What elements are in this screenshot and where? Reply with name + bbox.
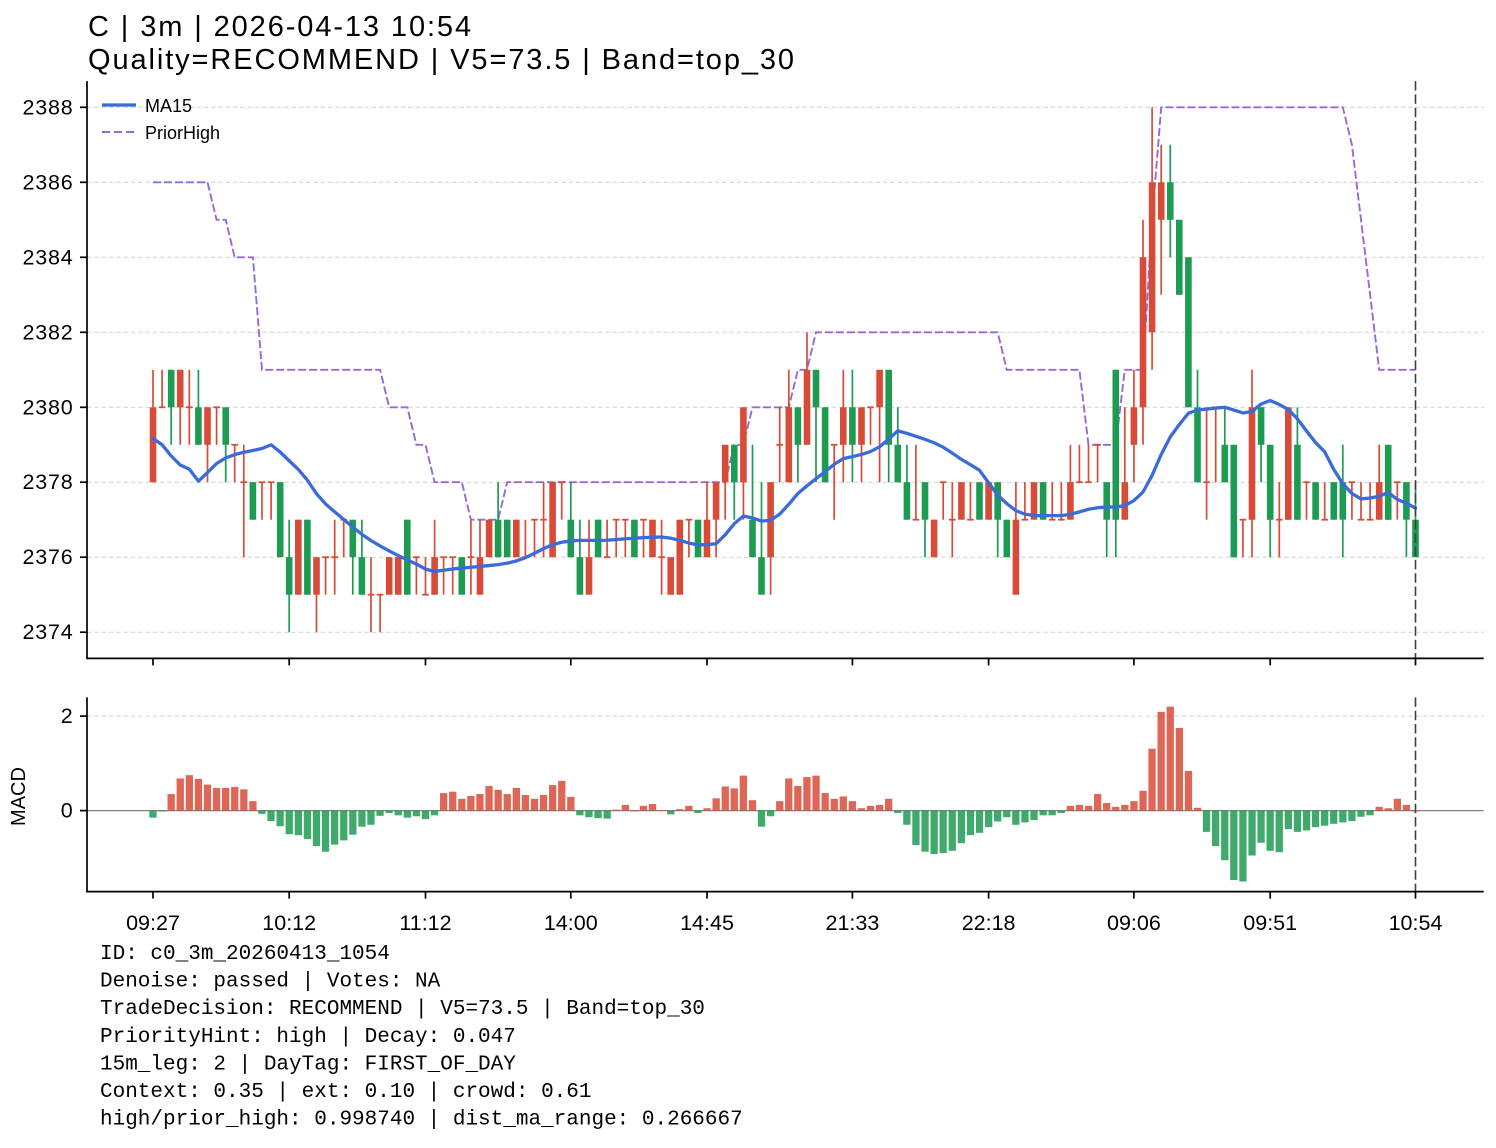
svg-text:2384: 2384 (22, 245, 73, 269)
svg-text:2382: 2382 (22, 320, 73, 344)
svg-text:2: 2 (61, 704, 74, 728)
svg-text:21:33: 21:33 (825, 911, 879, 935)
svg-text:2374: 2374 (22, 620, 73, 644)
svg-text:2386: 2386 (22, 170, 73, 194)
svg-text:10:12: 10:12 (262, 911, 316, 935)
svg-text:09:27: 09:27 (126, 911, 180, 935)
svg-text:22:18: 22:18 (962, 911, 1016, 935)
svg-text:11:12: 11:12 (399, 911, 451, 935)
svg-text:C | 3m | 2026-04-13 10:54: C | 3m | 2026-04-13 10:54 (88, 11, 473, 43)
svg-text:2378: 2378 (22, 470, 73, 494)
svg-text:Denoise: passed | Votes: NA: Denoise: passed | Votes: NA (100, 971, 441, 994)
svg-text:2376: 2376 (22, 545, 73, 569)
svg-text:2388: 2388 (22, 95, 73, 119)
svg-text:09:51: 09:51 (1243, 911, 1297, 935)
svg-text:TradeDecision: RECOMMEND | V5=: TradeDecision: RECOMMEND | V5=73.5 | Ban… (100, 998, 705, 1021)
svg-text:MACD: MACD (8, 767, 30, 826)
svg-text:high/prior_high: 0.998740 | di: high/prior_high: 0.998740 | dist_ma_rang… (100, 1109, 743, 1132)
svg-text:PriorHigh: PriorHigh (145, 123, 220, 143)
svg-text:0: 0 (61, 799, 74, 823)
svg-text:Quality=RECOMMEND | V5=73.5 |: Quality=RECOMMEND | V5=73.5 | Band=top_3… (88, 44, 796, 76)
svg-text:15m_leg: 2 | DayTag: FIRST_OF_: 15m_leg: 2 | DayTag: FIRST_OF_DAY (100, 1053, 516, 1076)
svg-text:10:54: 10:54 (1389, 911, 1443, 935)
svg-text:14:45: 14:45 (680, 911, 734, 935)
svg-text:2380: 2380 (22, 395, 73, 419)
svg-text:Context: 0.35 | ext: 0.10 | cr: Context: 0.35 | ext: 0.10 | crowd: 0.61 (100, 1081, 591, 1104)
svg-text:ID: c0_3m_20260413_1054: ID: c0_3m_20260413_1054 (100, 943, 390, 966)
svg-text:PriorityHint: high | Decay: 0.: PriorityHint: high | Decay: 0.047 (100, 1026, 516, 1049)
svg-text:09:06: 09:06 (1107, 911, 1161, 935)
svg-text:14:00: 14:00 (544, 911, 598, 935)
svg-text:MA15: MA15 (145, 96, 192, 116)
